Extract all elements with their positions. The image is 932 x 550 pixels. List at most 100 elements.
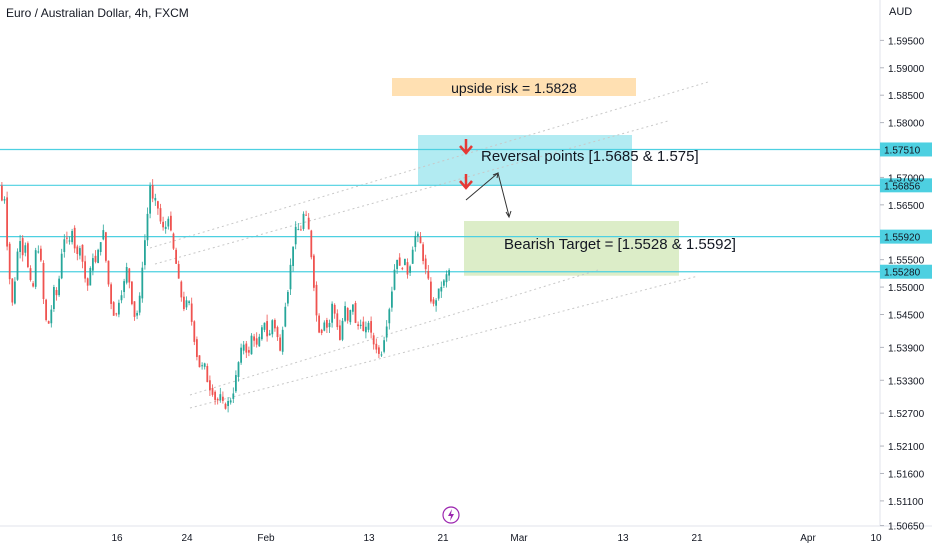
candle-body [268, 333, 271, 336]
x-tick-label: Mar [510, 533, 528, 544]
candle-body [276, 327, 279, 338]
candle-body [63, 239, 66, 252]
arrows [459, 139, 512, 219]
candle-body [437, 288, 440, 299]
candle-body [354, 302, 357, 323]
candle-body [263, 322, 266, 330]
y-tick-label: 1.58000 [888, 119, 925, 130]
candle-body [391, 291, 393, 308]
candle-body [203, 363, 206, 367]
candle-body [175, 249, 177, 264]
lightning-icon [448, 509, 454, 521]
y-tick-label: 1.51600 [888, 469, 925, 480]
level-tag [880, 264, 932, 279]
y-tick-label: 1.56500 [888, 201, 925, 212]
candle-body [224, 403, 227, 409]
y-tick-label: 1.50650 [888, 522, 925, 533]
candle-body [289, 264, 292, 290]
candle-body [229, 400, 232, 403]
candle-body [102, 230, 105, 240]
y-tick-label: 1.58500 [888, 91, 925, 102]
y-tick-label: 1.55500 [888, 256, 925, 267]
x-axis[interactable]: 16 24 Feb 13 21 Mar 13 21 Apr 10 [111, 533, 882, 544]
candle-body [248, 350, 250, 353]
candle-body [232, 393, 235, 399]
candle-body [411, 249, 414, 264]
x-tick-label: 16 [111, 533, 123, 544]
candle-body [141, 267, 144, 299]
candle-body [271, 320, 274, 335]
level-tag [880, 229, 932, 244]
candle-body [380, 354, 383, 356]
arrow-head-icon [492, 172, 499, 179]
candle-body [372, 335, 375, 345]
candle-body [323, 322, 326, 331]
y-tick-label: 1.57000 [888, 173, 925, 184]
candle-body [448, 270, 450, 276]
y-axis[interactable]: 1.59500 1.59000 1.58500 1.58000 1.57000 1.565… [880, 36, 925, 533]
candle-body [37, 251, 40, 253]
candle-body [193, 321, 196, 342]
candle-body [349, 310, 352, 323]
candle-body [50, 309, 53, 324]
candle-body [292, 246, 294, 266]
candle-body [443, 280, 445, 286]
candle-body [32, 283, 34, 287]
candle-body [440, 286, 443, 292]
candle-body [409, 266, 411, 273]
x-tick-label: Apr [800, 533, 816, 544]
candle-body [435, 300, 437, 306]
candle-body [84, 261, 86, 279]
candle-body [294, 226, 297, 245]
candle-body [196, 339, 198, 357]
candle-body [180, 281, 183, 298]
candle-body [89, 268, 92, 286]
candle-body [144, 240, 146, 266]
candle-body [16, 251, 19, 280]
candle-body [427, 270, 430, 279]
candle-body [76, 246, 79, 254]
lightning-icon[interactable] [442, 506, 460, 524]
arrow-head-icon [505, 210, 512, 219]
candle-body [40, 248, 42, 261]
candle-body [385, 326, 388, 338]
candle-body [352, 304, 354, 312]
candle-body [255, 338, 258, 345]
candle-body [401, 268, 404, 270]
candle-body [328, 322, 331, 328]
candle-body [305, 214, 307, 216]
candle-body [6, 197, 8, 247]
x-tick-label: 10 [870, 533, 882, 544]
candle-body [24, 245, 27, 253]
y-tick-label: 1.52700 [888, 409, 925, 420]
channel-line [189, 275, 699, 409]
candle-body [261, 327, 263, 340]
candle-body [11, 278, 14, 303]
candle-body [99, 242, 102, 252]
candle-body [287, 291, 289, 304]
y-tick-label: 1.51100 [888, 497, 924, 508]
candle-body [240, 347, 242, 363]
candle-body [55, 290, 58, 296]
candle-body [110, 284, 112, 304]
candle-body [266, 321, 268, 337]
candle-body [47, 321, 50, 324]
candle-body [414, 235, 417, 248]
candle-body [154, 197, 157, 201]
candle-body [430, 281, 432, 302]
candle-body [53, 287, 55, 310]
level-tag-label: 1.55280 [884, 268, 921, 279]
candle-body [320, 329, 323, 334]
target-zone [464, 221, 679, 276]
candle-body [29, 268, 32, 281]
candle-body [71, 230, 73, 243]
candle-body [81, 244, 84, 262]
candle-body [396, 259, 398, 269]
candle-body [245, 343, 248, 353]
candle-body [183, 296, 185, 310]
candle-body [333, 304, 336, 314]
annotation-zones [392, 78, 679, 276]
candle-body [331, 303, 333, 323]
candle-body [149, 185, 151, 214]
